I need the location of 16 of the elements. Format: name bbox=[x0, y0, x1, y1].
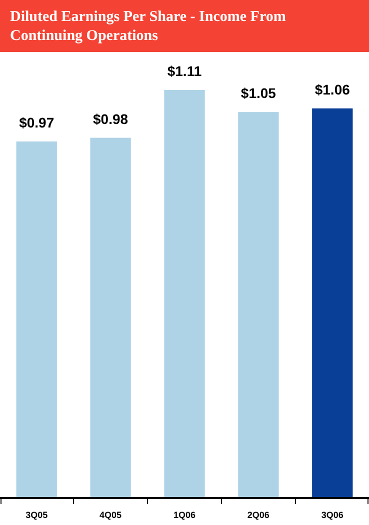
data-label: $1.06 bbox=[314, 81, 350, 98]
data-label: $1.11 bbox=[167, 63, 202, 79]
data-label: $0.97 bbox=[19, 114, 54, 130]
bar bbox=[238, 112, 279, 498]
x-tick-label: 1Q06 bbox=[173, 510, 196, 520]
x-tick-label: 3Q06 bbox=[321, 510, 344, 520]
bar bbox=[164, 90, 205, 498]
chart-title: Diluted Earnings Per Share - Income From Continuing Operations bbox=[10, 9, 286, 44]
bar bbox=[90, 138, 131, 498]
x-tick-label: 4Q05 bbox=[100, 510, 122, 520]
bar bbox=[312, 108, 353, 498]
bar bbox=[16, 141, 57, 498]
x-tick-label: 3Q05 bbox=[26, 510, 48, 520]
x-tick-label: 2Q06 bbox=[247, 510, 270, 520]
data-label: $0.98 bbox=[93, 110, 128, 127]
data-label: $1.05 bbox=[240, 85, 276, 102]
